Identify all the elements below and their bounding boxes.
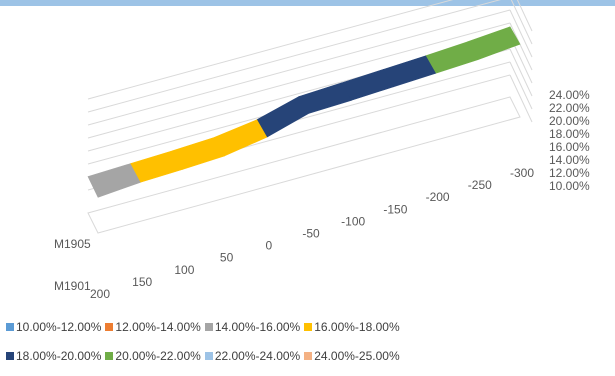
- gridline: [509, 74, 533, 123]
- gridlines: [87, 0, 533, 234]
- legend-item: 16.00%-18.00%: [304, 318, 400, 335]
- legend-label: 12.00%-14.00%: [115, 319, 201, 334]
- y-tick-label: M1901: [54, 279, 91, 293]
- gridline: [509, 61, 533, 110]
- gridline: [87, 22, 511, 139]
- surface-chart: 10.00%12.00%14.00%16.00%18.00%20.00%22.0…: [54, 0, 590, 301]
- legend-label: 18.00%-20.00%: [16, 348, 102, 363]
- surface-patch: [382, 55, 437, 88]
- z-tick-label: 16.00%: [549, 140, 590, 154]
- legend-swatch: [6, 322, 14, 331]
- gridline: [509, 22, 533, 71]
- floor-outline: [87, 96, 521, 234]
- surface-plot: [87, 26, 521, 198]
- legend-item: 12.00%-14.00%: [105, 318, 201, 335]
- gridline: [516, 0, 533, 32]
- z-tick-label: 20.00%: [549, 114, 590, 128]
- legend-label: 22.00%-24.00%: [214, 348, 301, 363]
- legend-row: 18.00%-20.00% 20.00%-22.00% 22.00%-24.00% 2…: [6, 347, 566, 364]
- legend-swatch: [204, 322, 213, 331]
- x-tick-label: -250: [468, 178, 492, 192]
- legend-swatch: [204, 351, 213, 360]
- z-tick-label: 22.00%: [549, 101, 590, 115]
- legend-swatch: [105, 351, 114, 360]
- x-tick-label: -50: [302, 227, 320, 241]
- z-tick-label: 14.00%: [549, 153, 590, 167]
- legend-swatch: [304, 351, 313, 360]
- x-tick-label: 0: [265, 239, 272, 253]
- x-tick-label: 200: [90, 287, 110, 301]
- gridline: [509, 9, 533, 58]
- surface-patch: [171, 136, 226, 170]
- surface-patch: [129, 150, 183, 183]
- legend-label: 16.00%-18.00%: [314, 319, 400, 334]
- legend-swatch: [304, 322, 313, 331]
- surface-patch: [214, 119, 268, 157]
- legend-item: 10.00%-12.00%: [6, 318, 101, 335]
- gridline: [87, 0, 454, 100]
- legend: 10.00%-12.00% 12.00%-14.00% 14.00%-16.00% 1…: [6, 318, 566, 376]
- legend-label: 20.00%-22.00%: [115, 348, 201, 363]
- y-tick-label: M1905: [54, 237, 91, 251]
- x-tick-label: -200: [426, 190, 450, 204]
- legend-item: 20.00%-22.00%: [105, 347, 201, 364]
- z-tick-label: 18.00%: [549, 127, 590, 141]
- x-tick-label: 50: [220, 251, 234, 265]
- legend-swatch: [6, 351, 14, 360]
- legend-item: 24.00%-25.00%: [304, 347, 400, 364]
- top-border-band: [0, 0, 615, 6]
- gridline: [87, 0, 501, 113]
- x-tick-label: -150: [383, 202, 407, 216]
- surface-patch: [425, 41, 479, 74]
- x-tick-label: 150: [132, 275, 152, 289]
- x-tick-label: 100: [174, 263, 194, 277]
- legend-label: 14.00%-16.00%: [214, 319, 301, 334]
- surface-patch: [87, 163, 141, 198]
- legend-item: 14.00%-16.00%: [204, 318, 301, 335]
- axes: 10.00%12.00%14.00%16.00%18.00%20.00%22.0…: [54, 88, 590, 301]
- z-tick-label: 24.00%: [549, 88, 590, 102]
- legend-label: 10.00%-12.00%: [16, 319, 102, 334]
- x-tick-label: -100: [341, 214, 365, 228]
- gridline: [510, 0, 533, 45]
- x-tick-label: -300: [510, 166, 534, 180]
- legend-item: 22.00%-24.00%: [204, 347, 301, 364]
- legend-label: 24.00%-25.00%: [314, 348, 400, 363]
- legend-item: 18.00%-20.00%: [6, 347, 101, 364]
- gridline: [509, 48, 533, 97]
- z-tick-label: 12.00%: [549, 166, 590, 180]
- surface-patch: [298, 82, 352, 114]
- legend-row: 10.00%-12.00% 12.00%-14.00% 14.00%-16.00% 1…: [6, 318, 566, 335]
- z-tick-label: 10.00%: [549, 179, 590, 193]
- gridline: [87, 9, 511, 126]
- legend-swatch: [105, 322, 114, 331]
